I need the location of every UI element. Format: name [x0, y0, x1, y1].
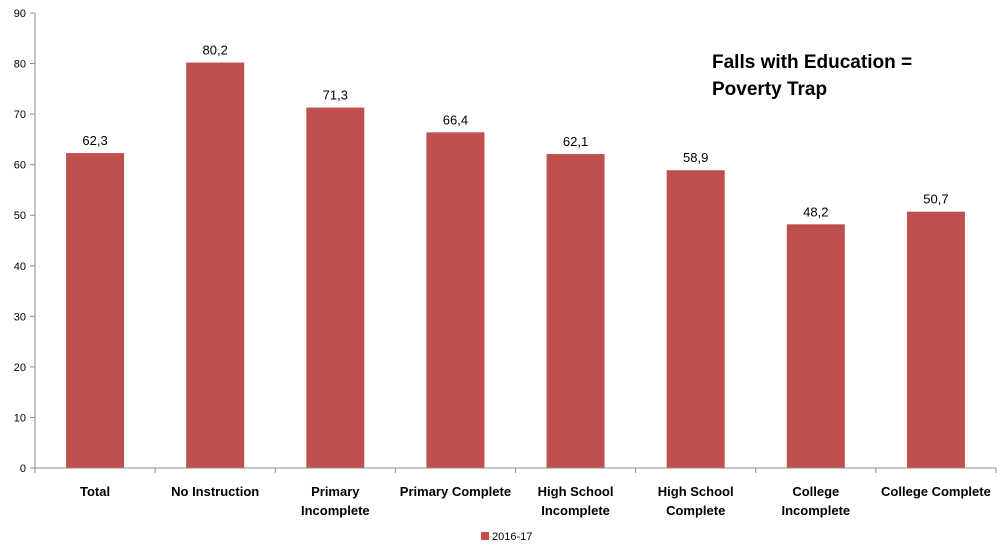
- bar: [426, 132, 485, 469]
- data-label: 66,4: [443, 112, 468, 127]
- x-tick-label: Primary Complete: [400, 484, 511, 499]
- x-axis: [34, 467, 997, 473]
- bar: [786, 224, 845, 468]
- legend-swatch: [481, 532, 489, 540]
- legend: 2016-17: [481, 531, 532, 543]
- x-tick-label: Total: [80, 484, 110, 499]
- x-tick-label: Incomplete: [782, 503, 851, 518]
- x-tick-label: High School: [538, 484, 614, 499]
- data-labels: 62,3 80,2 71,3 66,4 62,1 58,9 48,2 50,7: [82, 43, 948, 220]
- legend-label: 2016-17: [492, 531, 532, 543]
- y-tick-label: 40: [14, 261, 26, 273]
- x-tick-label: High School: [658, 484, 734, 499]
- bar: [66, 153, 125, 469]
- x-tick-label: Incomplete: [301, 503, 370, 518]
- x-tick-label: Incomplete: [541, 503, 610, 518]
- x-tick-label: No Instruction: [171, 484, 259, 499]
- y-tick-label: 90: [14, 8, 26, 20]
- y-tick-label: 80: [14, 59, 26, 71]
- bar: [186, 62, 245, 469]
- x-tick-label: College: [792, 484, 839, 499]
- x-tick-label: Complete: [666, 503, 725, 518]
- data-label: 48,2: [803, 204, 828, 219]
- y-tick-label: 30: [14, 311, 26, 323]
- y-tick-label: 60: [14, 160, 26, 172]
- category-labels: Total No Instruction Primary Incomplete Prim…: [80, 484, 991, 518]
- x-tick-label: College Complete: [881, 484, 991, 499]
- bar: [906, 211, 965, 468]
- y-tick-label: 10: [14, 412, 26, 424]
- y-tick-label: 0: [20, 463, 26, 475]
- y-tick-label: 50: [14, 210, 26, 222]
- data-label: 58,9: [683, 150, 708, 165]
- y-axis: 0 10 20 30 40 50 60 70 80 90: [14, 8, 36, 475]
- bar: [306, 107, 365, 469]
- data-label: 50,7: [923, 192, 948, 207]
- bar: [666, 170, 725, 468]
- y-tick-label: 70: [14, 109, 26, 121]
- bars: [66, 62, 965, 469]
- data-label: 62,1: [563, 134, 588, 149]
- chart-annotation: Falls with Education = Poverty Trap: [712, 52, 912, 100]
- data-label: 62,3: [82, 133, 107, 148]
- x-tick-label: Primary: [311, 484, 360, 499]
- annotation-line: Poverty Trap: [712, 79, 827, 100]
- data-label: 80,2: [203, 43, 228, 58]
- data-label: 71,3: [323, 88, 348, 103]
- y-tick-label: 20: [14, 362, 26, 374]
- annotation-line: Falls with Education =: [712, 52, 912, 73]
- bar: [546, 154, 605, 469]
